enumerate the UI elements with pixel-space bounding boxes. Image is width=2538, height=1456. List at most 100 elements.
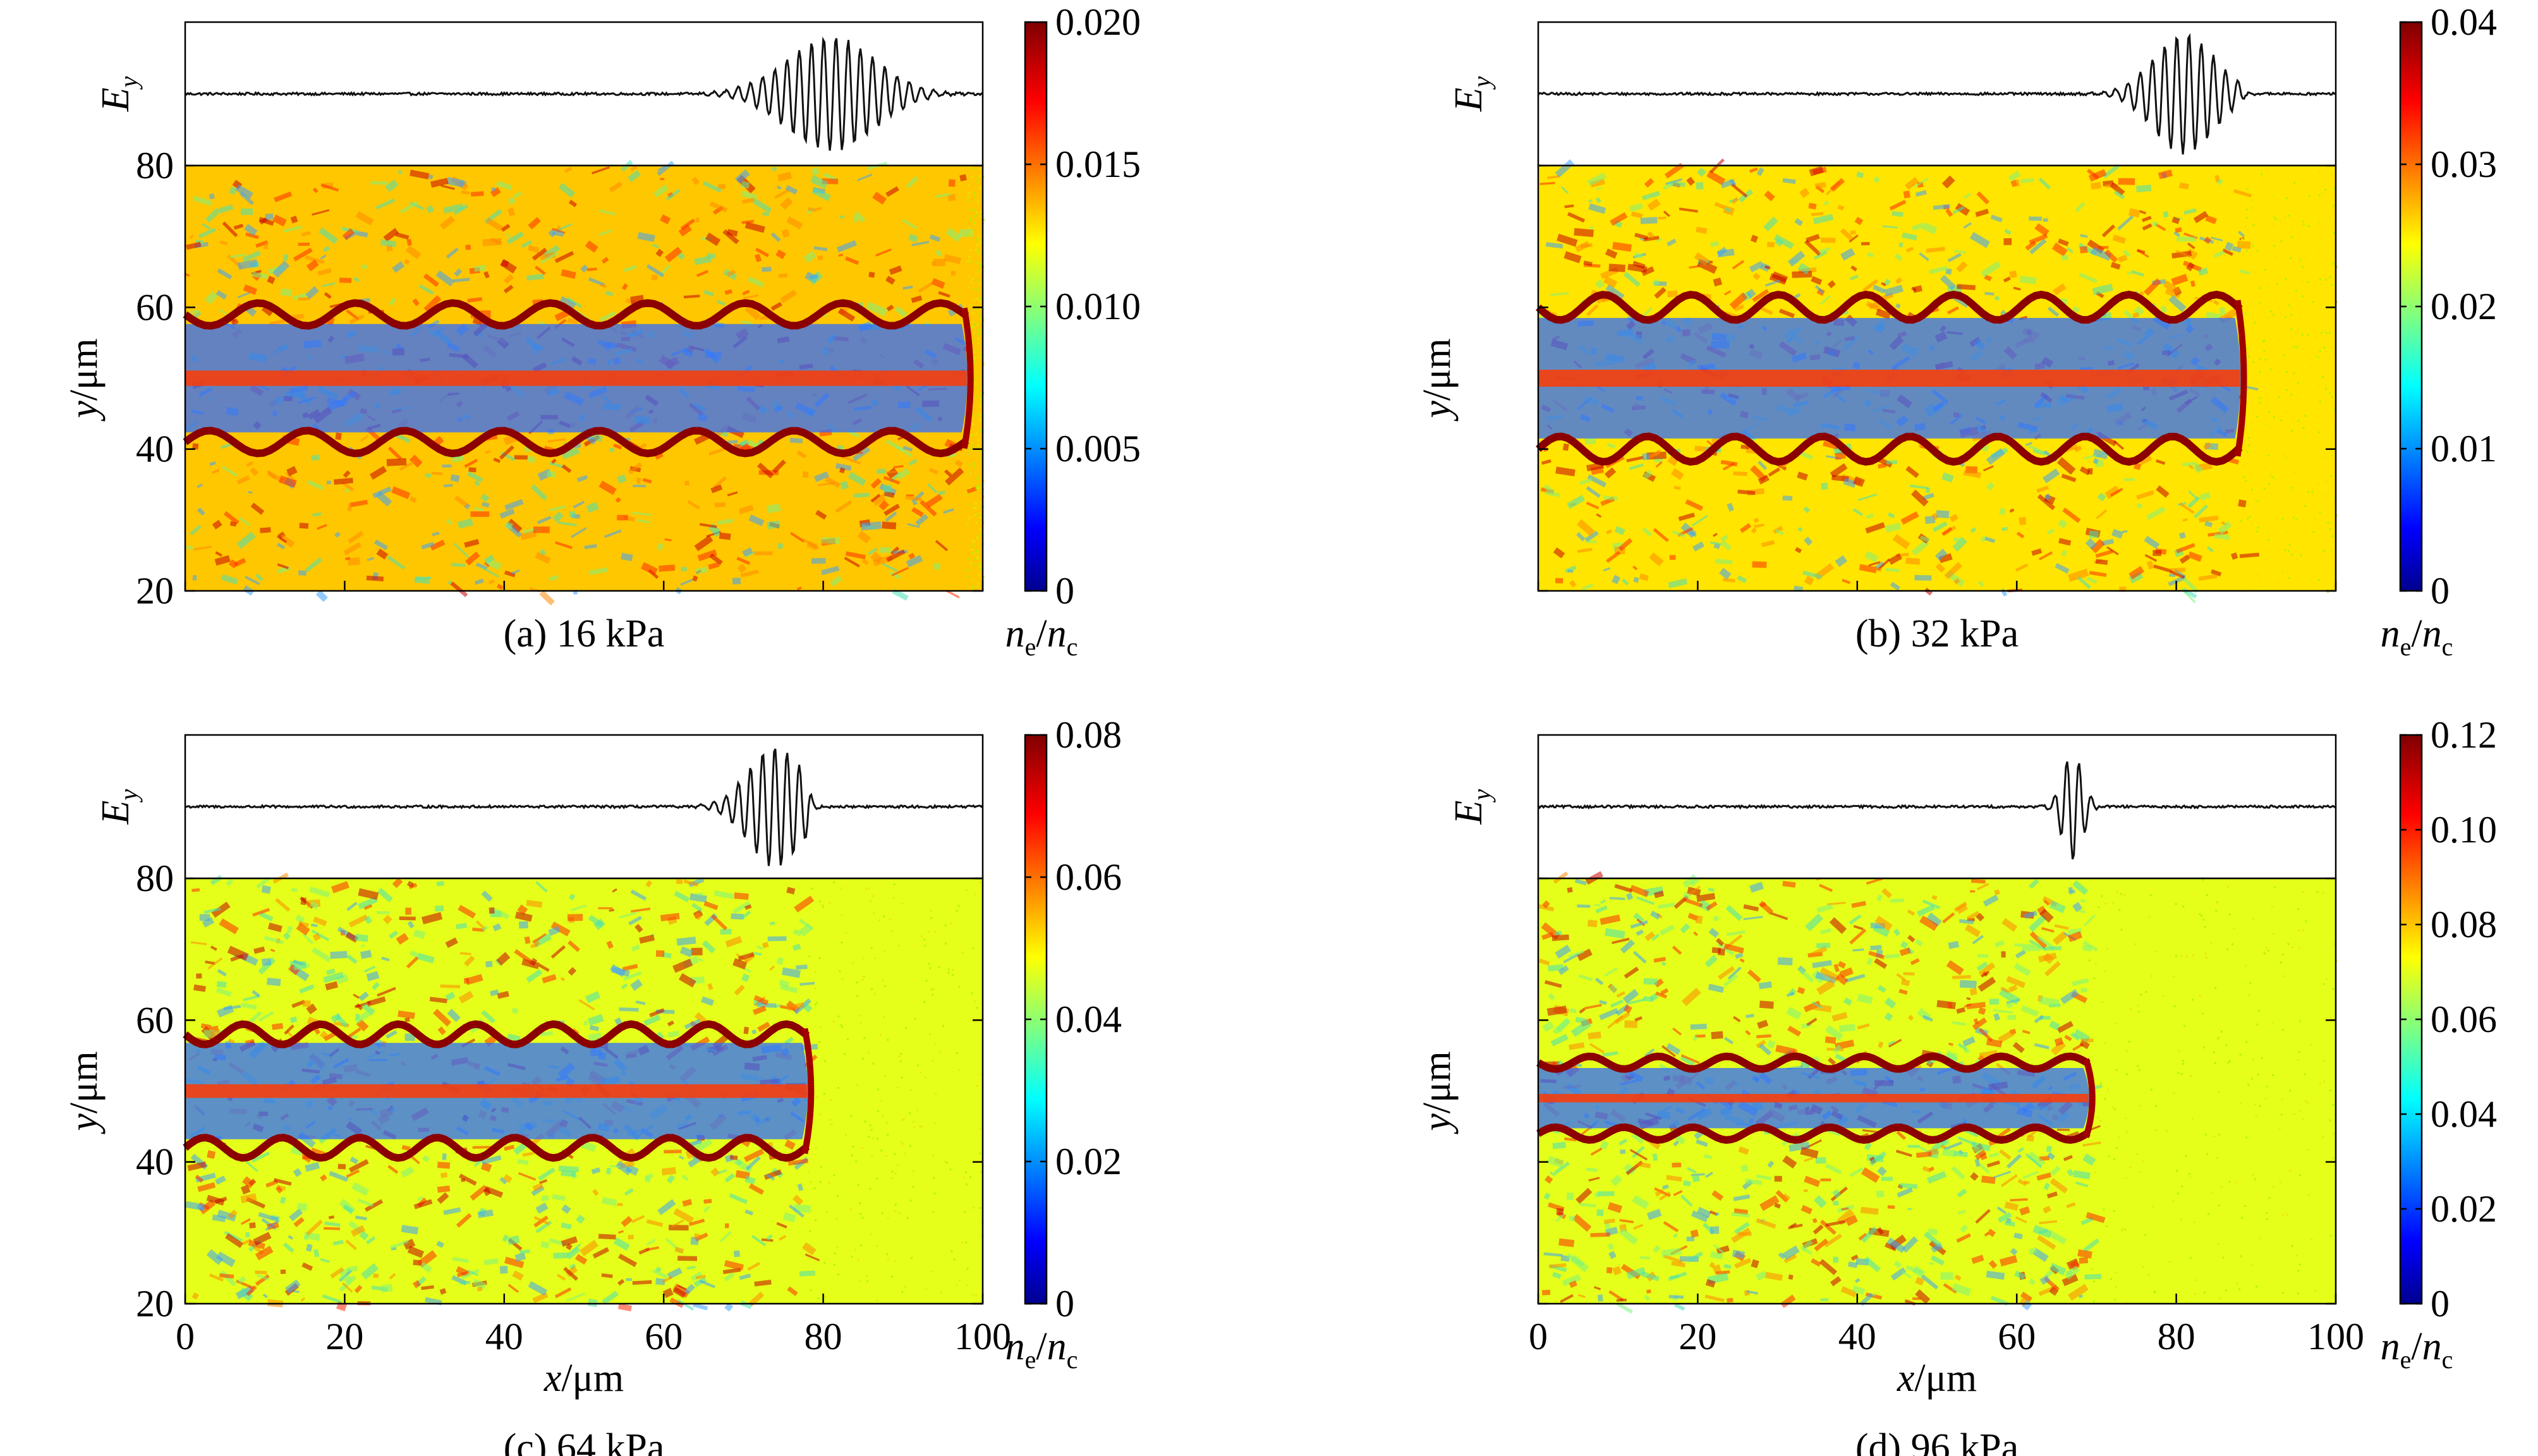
noise-speck <box>855 1160 858 1163</box>
noise-speck <box>898 1055 901 1057</box>
noise-speck <box>968 448 970 451</box>
turbulence-patch <box>2068 1283 2089 1301</box>
noise-speck <box>2331 283 2333 286</box>
turbulence-patch <box>601 1197 617 1206</box>
turbulence-patch <box>2027 1151 2046 1168</box>
noise-speck <box>2144 1234 2147 1236</box>
turbulence-patch <box>223 511 240 525</box>
channel-upper-wall <box>1536 1052 2091 1073</box>
turbulence-patch <box>1749 882 1764 893</box>
turbulence-patch <box>2010 1247 2018 1256</box>
turbulence-patch <box>1708 887 1715 892</box>
turbulence-patch <box>1680 1194 1693 1207</box>
turbulence-patch <box>1674 1302 1685 1311</box>
turbulence-patch <box>349 499 368 507</box>
noise-speck <box>2240 243 2243 245</box>
turbulence-patch <box>615 497 621 503</box>
turbulence-patch <box>2072 902 2083 913</box>
turbulence-patch <box>703 289 714 297</box>
turbulence-patch <box>1686 1236 1695 1242</box>
noise-speck <box>940 1292 942 1294</box>
noise-speck <box>871 895 874 897</box>
turbulence-patch <box>1740 444 1749 449</box>
turbulence-patch <box>1538 958 1550 966</box>
turbulence-patch <box>2101 224 2116 238</box>
noise-speck <box>2281 1213 2284 1216</box>
turbulence-patch <box>2029 1278 2036 1285</box>
noise-speck <box>855 1084 858 1086</box>
turbulence-patch <box>540 1194 550 1202</box>
turbulence-patch <box>398 169 403 175</box>
noise-speck <box>2173 1005 2176 1007</box>
turbulence-patch <box>1715 1270 1730 1275</box>
turbulence-patch <box>697 957 703 962</box>
noise-speck <box>973 209 976 212</box>
turbulence-patch <box>1543 1192 1551 1200</box>
turbulence-patch <box>348 1159 369 1173</box>
turbulence-patch <box>1658 902 1675 909</box>
turbulence-patch <box>617 1230 624 1234</box>
turbulence-patch <box>1915 1289 1931 1304</box>
noise-speck <box>815 1219 817 1222</box>
noise-speck <box>883 915 885 918</box>
turbulence-patch <box>2079 1294 2084 1299</box>
turbulence-patch <box>2104 485 2120 499</box>
turbulence-patch <box>814 471 829 482</box>
turbulence-patch <box>2031 548 2043 556</box>
noise-speck <box>873 912 875 914</box>
turbulence-patch <box>291 888 298 892</box>
turbulence-patch <box>1612 937 1630 944</box>
turbulence-patch <box>1811 212 1824 216</box>
noise-speck <box>976 555 979 558</box>
turbulence-patch <box>684 1283 695 1295</box>
turbulence-patch <box>841 455 861 465</box>
noise-speck <box>975 214 978 217</box>
turbulence-patch <box>1786 992 1795 997</box>
turbulence-patch <box>724 1223 729 1228</box>
noise-speck <box>2298 1051 2300 1053</box>
noise-speck <box>2295 518 2297 521</box>
y-axis-label: y/μm <box>63 1051 106 1134</box>
noise-speck <box>2302 266 2304 268</box>
turbulence-patch <box>1867 252 1874 258</box>
turbulence-patch <box>2080 899 2086 903</box>
turbulence-patch <box>309 886 331 898</box>
noise-speck <box>887 1039 889 1041</box>
noise-speck <box>829 1182 830 1184</box>
turbulence-patch <box>255 573 264 582</box>
noise-speck <box>944 924 947 926</box>
turbulence-patch <box>221 574 238 585</box>
noise-speck <box>966 239 969 241</box>
turbulence-patch <box>377 911 390 914</box>
turbulence-patch <box>524 936 531 944</box>
noise-speck <box>976 552 979 554</box>
turbulence-patch <box>502 1174 513 1184</box>
turbulence-patch <box>885 276 896 285</box>
noise-speck <box>975 383 977 385</box>
noise-speck <box>2100 1082 2103 1084</box>
turbulence-patch <box>1981 971 1990 978</box>
noise-speck <box>932 993 934 996</box>
turbulence-patch <box>861 558 869 566</box>
turbulence-patch <box>513 191 523 198</box>
noise-speck <box>2266 531 2269 534</box>
noise-speck <box>2222 1256 2225 1259</box>
noise-speck <box>920 1125 923 1128</box>
turbulence-patch <box>311 923 318 928</box>
turbulence-patch <box>319 1030 328 1039</box>
turbulence-patch <box>2004 229 2012 235</box>
turbulence-patch <box>1639 237 1645 242</box>
turbulence-patch <box>334 1014 349 1028</box>
turbulence-patch <box>282 254 289 261</box>
turbulence-patch <box>1827 280 1836 289</box>
turbulence-patch <box>561 269 576 279</box>
turbulence-patch <box>615 1160 633 1176</box>
noise-speck <box>2259 1105 2261 1107</box>
turbulence-patch <box>1731 1212 1750 1218</box>
noise-speck <box>930 909 932 912</box>
turbulence-patch <box>1849 928 1867 945</box>
turbulence-patch <box>938 291 950 298</box>
noise-speck <box>2257 500 2259 502</box>
noise-speck <box>2240 1255 2242 1258</box>
turbulence-patch <box>1607 1015 1624 1029</box>
